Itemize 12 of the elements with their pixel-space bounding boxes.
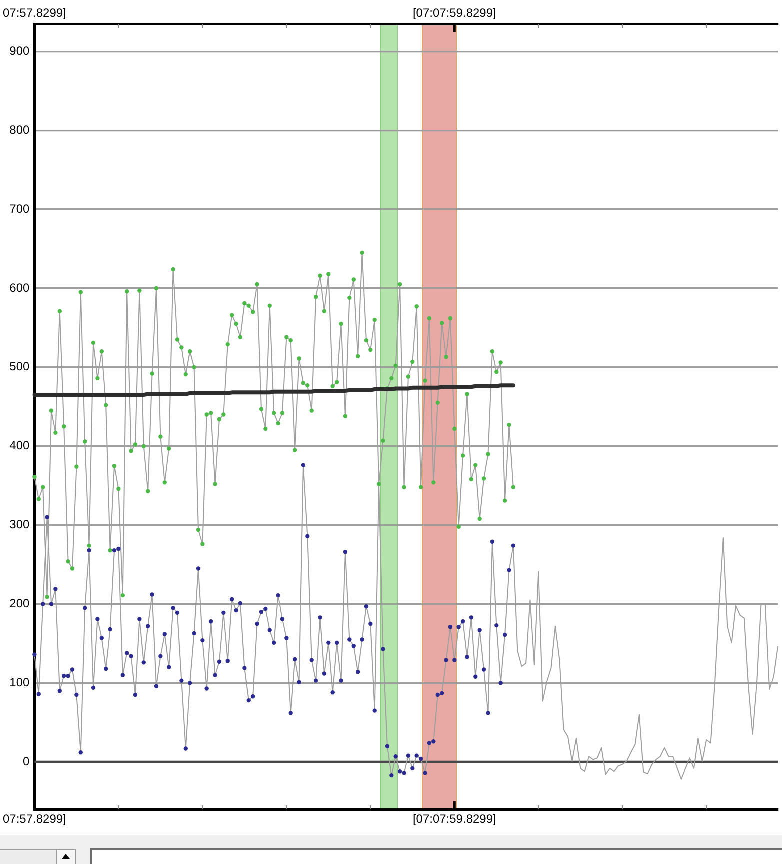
y-tick-label: 100 xyxy=(10,676,30,690)
y-tick-label: 500 xyxy=(10,360,30,374)
category-label: 07:57.8299] xyxy=(2,6,66,20)
y-tick-label: 300 xyxy=(10,518,30,532)
y-tick-label: 600 xyxy=(10,280,30,295)
y-tick-label: 200 xyxy=(10,596,30,611)
category-label: [07:07:59.8299] xyxy=(412,6,496,20)
y-tick-label: 900 xyxy=(10,44,30,58)
y-tick-label: 800 xyxy=(10,122,30,137)
y-tick-label: 700 xyxy=(10,202,30,216)
y-tick-label: 0 xyxy=(23,754,30,768)
y-tick-label: 400 xyxy=(10,438,30,453)
